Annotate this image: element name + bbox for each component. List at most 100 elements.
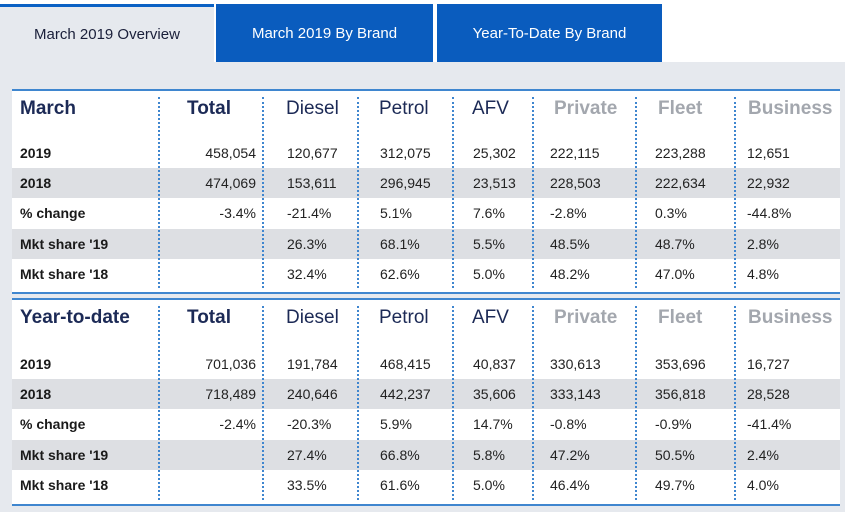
- table-row-2018: 2018 474,069 153,611 296,945 23,513 228,503 22…: [12, 168, 840, 198]
- column-divider: [262, 306, 264, 500]
- column-header-private: Private: [554, 307, 618, 328]
- cell-private: 48.2%: [550, 266, 590, 282]
- cell-afv: 7.6%: [473, 205, 505, 221]
- cell-afv: 35,606: [473, 386, 516, 402]
- column-header-total: Total: [187, 307, 231, 328]
- cell-fleet: 223,288: [655, 145, 706, 161]
- column-divider: [635, 97, 637, 288]
- cell-private: 330,613: [550, 356, 601, 372]
- cell-petrol: 62.6%: [380, 266, 420, 282]
- column-divider: [158, 97, 160, 288]
- cell-private: -2.8%: [550, 205, 587, 221]
- column-divider: [262, 97, 264, 288]
- cell-total: 701,036: [205, 356, 256, 372]
- column-divider: [357, 97, 359, 288]
- column-header-private: Private: [554, 98, 618, 119]
- cell-total: [160, 229, 256, 259]
- row-label: Mkt share '19: [20, 236, 109, 252]
- cell-total: [160, 470, 256, 500]
- column-divider: [158, 306, 160, 500]
- cell-petrol: 5.1%: [380, 205, 412, 221]
- column-header-fleet: Fleet: [658, 307, 703, 328]
- cell-petrol: 5.9%: [380, 416, 412, 432]
- table-row-mkt-share-19: Mkt share '19 26.3% 68.1% 5.5% 48.5% 48.7% 2.8…: [12, 229, 840, 259]
- cell-afv: 23,513: [473, 175, 516, 191]
- column-header-fleet: Fleet: [658, 98, 703, 119]
- column-divider: [734, 97, 736, 288]
- table-header-row: Year-to-date Total Diesel Petrol AFV Private F…: [12, 300, 840, 336]
- cell-business: 2.4%: [747, 447, 779, 463]
- table-row-mkt-share-19: Mkt share '19 27.4% 66.8% 5.8% 47.2% 50.5% 2.4…: [12, 440, 840, 470]
- row-label: 2019: [20, 145, 52, 161]
- cell-fleet: 356,818: [655, 386, 706, 402]
- column-divider: [357, 306, 359, 500]
- cell-afv: 5.8%: [473, 447, 505, 463]
- cell-petrol: 296,945: [380, 175, 431, 191]
- table-title: Year-to-date: [20, 307, 130, 328]
- row-label: % change: [20, 205, 86, 221]
- cell-diesel: 191,784: [287, 356, 338, 372]
- tab-march-2019-by-brand[interactable]: March 2019 By Brand: [216, 4, 433, 62]
- cell-fleet: 47.0%: [655, 266, 695, 282]
- cell-business: -44.8%: [747, 205, 792, 221]
- column-header-business: Business: [748, 98, 833, 119]
- cell-fleet: 353,696: [655, 356, 706, 372]
- row-label: Mkt share '18: [20, 477, 109, 493]
- column-header-afv: AFV: [472, 98, 509, 119]
- row-label: Mkt share '18: [20, 266, 109, 282]
- cell-business: 12,651: [747, 145, 790, 161]
- table-row-change: % change -3.4% -21.4% 5.1% 7.6% -2.8% 0.3% -44.…: [12, 198, 840, 228]
- cell-fleet: 48.7%: [655, 236, 695, 252]
- cell-fleet: 49.7%: [655, 477, 695, 493]
- cell-diesel: 153,611: [287, 175, 337, 191]
- column-header-business: Business: [748, 307, 833, 328]
- cell-private: 222,115: [550, 145, 600, 161]
- row-label: % change: [20, 416, 86, 432]
- cell-private: 48.5%: [550, 236, 590, 252]
- row-label: Mkt share '19: [20, 447, 109, 463]
- cell-private: 228,503: [550, 175, 601, 191]
- table-row-2019: 2019 701,036 191,784 468,415 40,837 330,613 35…: [12, 349, 840, 379]
- cell-total: 474,069: [205, 175, 256, 191]
- cell-petrol: 61.6%: [380, 477, 420, 493]
- column-header-total: Total: [187, 98, 231, 119]
- cell-total: -2.4%: [219, 416, 256, 432]
- table-row-mkt-share-18: Mkt share '18 32.4% 62.6% 5.0% 48.2% 47.0% 4.8…: [12, 259, 840, 289]
- cell-total: [160, 440, 256, 470]
- row-label: 2018: [20, 175, 52, 191]
- cell-total: -3.4%: [219, 205, 256, 221]
- row-label: 2018: [20, 386, 52, 402]
- cell-diesel: 120,677: [287, 145, 338, 161]
- table-row-2018: 2018 718,489 240,646 442,237 35,606 333,143 35…: [12, 379, 840, 409]
- column-divider: [452, 306, 454, 500]
- table-row-mkt-share-18: Mkt share '18 33.5% 61.6% 5.0% 46.4% 49.7% 4.0…: [12, 470, 840, 500]
- tab-year-to-date-by-brand[interactable]: Year-To-Date By Brand: [437, 4, 662, 62]
- year-to-date-table: Year-to-date Total Diesel Petrol AFV Private F…: [12, 298, 840, 506]
- cell-fleet: 0.3%: [655, 205, 687, 221]
- column-divider: [635, 306, 637, 500]
- cell-fleet: -0.9%: [655, 416, 692, 432]
- column-divider: [452, 97, 454, 288]
- cell-petrol: 312,075: [380, 145, 431, 161]
- tab-bar: March 2019 Overview March 2019 By Brand …: [0, 0, 845, 62]
- cell-diesel: -20.3%: [287, 416, 332, 432]
- cell-private: 46.4%: [550, 477, 590, 493]
- tab-march-2019-overview[interactable]: March 2019 Overview: [0, 4, 214, 62]
- column-header-petrol: Petrol: [379, 307, 429, 328]
- cell-fleet: 50.5%: [655, 447, 695, 463]
- cell-private: -0.8%: [550, 416, 587, 432]
- cell-afv: 5.0%: [473, 266, 505, 282]
- cell-total: [160, 259, 256, 289]
- cell-petrol: 66.8%: [380, 447, 420, 463]
- table-row-2019: 2019 458,054 120,677 312,075 25,302 222,115 22…: [12, 138, 840, 168]
- cell-private: 47.2%: [550, 447, 590, 463]
- cell-diesel: 240,646: [287, 386, 338, 402]
- table-row-change: % change -2.4% -20.3% 5.9% 14.7% -0.8% -0.9% -4…: [12, 409, 840, 439]
- cell-private: 333,143: [550, 386, 601, 402]
- cell-petrol: 68.1%: [380, 236, 420, 252]
- cell-business: 28,528: [747, 386, 790, 402]
- cell-afv: 40,837: [473, 356, 516, 372]
- table-header-row: March Total Diesel Petrol AFV Private Fleet Bus…: [12, 91, 840, 127]
- row-label: 2019: [20, 356, 52, 372]
- column-divider: [532, 306, 534, 500]
